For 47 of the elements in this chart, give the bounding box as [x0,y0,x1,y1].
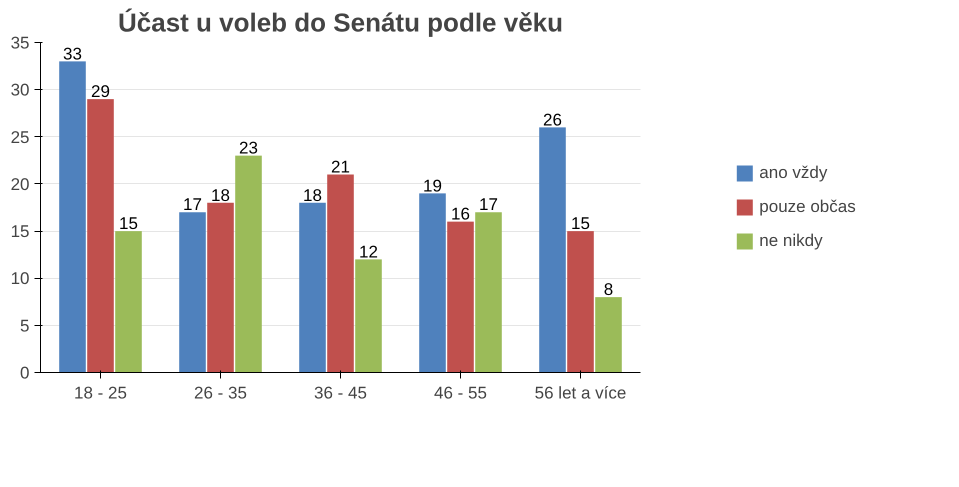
y-tick-label: 5 [20,316,30,336]
x-tick-label: 36 - 45 [314,384,367,402]
data-label: 29 [91,82,110,102]
bar [355,259,382,372]
y-tick-label: 25 [10,128,30,147]
data-label: 21 [331,158,350,176]
bar [87,99,114,372]
data-label: 17 [183,195,202,214]
bar [235,156,262,372]
y-tick-label: 35 [10,34,30,52]
data-label: 8 [604,280,614,300]
legend-label: pouze občas [759,197,856,217]
data-label: 16 [451,204,470,224]
legend-label: ano vždy [759,163,828,183]
y-tick-label: 15 [10,222,30,242]
x-tick-label: 26 - 35 [194,384,247,402]
bar [595,297,622,372]
bar [539,127,566,372]
y-tick-label: 0 [20,364,30,382]
y-tick-label: 30 [10,80,30,100]
chart-title: Účast u voleb do Senátu podle věku [118,8,563,38]
y-tick-label: 10 [10,269,30,288]
x-tick-label: 56 let a více [534,384,626,402]
bar [447,222,474,372]
bar [299,202,326,372]
x-tick-label: 46 - 55 [434,384,487,402]
x-tick-label: 18 - 25 [74,384,127,402]
bar [475,212,502,372]
bar [419,193,446,372]
data-label: 17 [479,195,498,214]
bar [115,231,142,372]
data-label: 19 [423,176,442,196]
bar [207,202,234,372]
y-tick-label: 20 [10,174,30,194]
data-label: 18 [211,186,230,205]
data-label: 23 [239,138,258,158]
data-label: 12 [359,242,378,262]
data-label: 18 [303,186,322,205]
data-label: 26 [543,110,562,130]
bar [567,231,594,372]
data-label: 15 [571,214,590,234]
legend-label: ne nikdy [759,231,823,251]
data-label: 33 [63,44,82,64]
bar [327,174,354,372]
bar [179,212,206,372]
bar [59,61,86,372]
data-label: 15 [119,214,138,234]
